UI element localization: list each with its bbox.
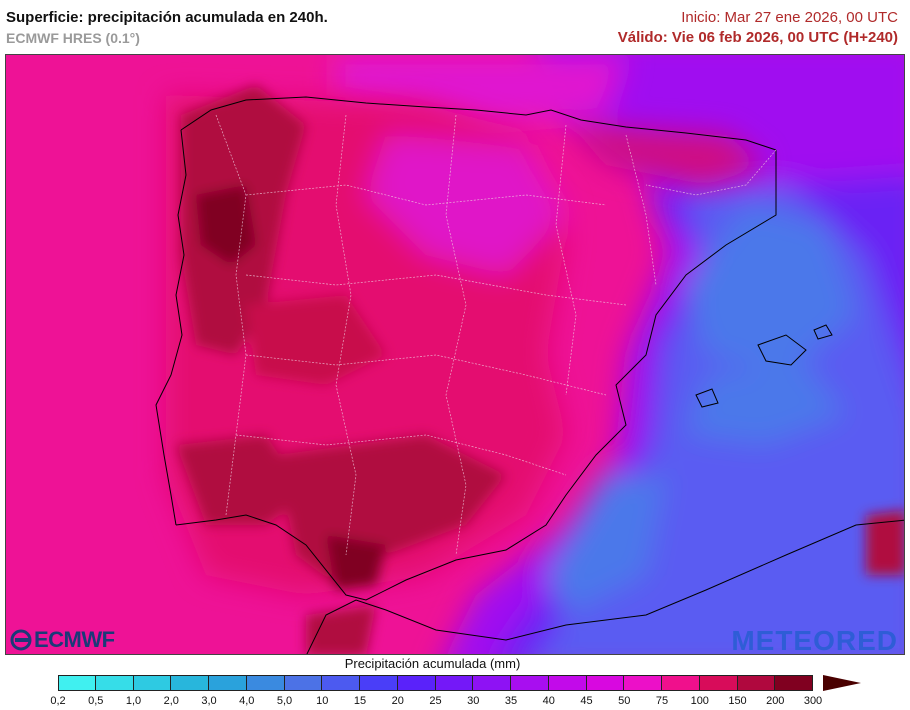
legend-swatch xyxy=(133,675,172,691)
legend-swatch xyxy=(246,675,285,691)
mallorca-outline xyxy=(757,334,807,366)
legend-tick-label: 75 xyxy=(655,695,669,707)
precip-field-centro-oeste xyxy=(246,295,386,385)
ecmwf-logo-text: ECMWF xyxy=(34,627,115,652)
coastlines xyxy=(155,96,904,654)
map-canvas xyxy=(6,55,904,654)
legend-title: Precipitación acumulada (mm) xyxy=(344,656,521,671)
valid-time: Válido: Vie 06 feb 2026, 00 UTC (H+240) xyxy=(617,29,898,46)
map-title: Superficie: precipitación acumulada en 2… xyxy=(6,9,328,26)
west-coastline xyxy=(155,129,187,526)
model-label: ECMWF HRES (0.1°) xyxy=(6,30,140,46)
spain-portugal-border xyxy=(215,114,247,516)
precip-field-lightblue-baleares xyxy=(686,365,846,445)
legend-swatch xyxy=(95,675,134,691)
meteored-logo: METEORED xyxy=(731,625,898,655)
legend-tick-label: 5,0 xyxy=(276,695,293,707)
legend-swatch xyxy=(699,675,738,691)
legend-tick-label: 150 xyxy=(728,695,747,707)
header-left: Superficie: precipitación acumulada en 2… xyxy=(6,8,328,48)
border-line-5 xyxy=(335,114,357,556)
legend-tick-label: 15 xyxy=(353,695,367,707)
legend-swatch xyxy=(397,675,436,691)
precip-field-marruecos-norte xyxy=(306,605,376,654)
legend-tick-label: 0,5 xyxy=(88,695,104,707)
border-line-8 xyxy=(625,134,657,286)
legend-scale xyxy=(58,675,813,691)
north-coastline xyxy=(180,96,777,151)
legend-tick-label: 4,0 xyxy=(239,695,255,707)
legend-swatch xyxy=(209,675,247,691)
legend-ticks: 0,2 0,5 1,0 2,0 3,0 4,0 5,0 10 15 20 25 30 35 40 45 50 7… xyxy=(0,695,910,709)
legend-tick-label: 300 xyxy=(803,695,823,707)
legend-swatch xyxy=(473,675,511,691)
border-line-2 xyxy=(245,274,627,306)
legend-swatch xyxy=(662,675,700,691)
legend-tick-label: 2,0 xyxy=(163,695,179,707)
legend-arrow xyxy=(823,675,861,691)
border-line-1 xyxy=(245,184,607,206)
legend-swatch xyxy=(322,675,360,691)
precip-field-cadiz-max xyxy=(326,535,386,590)
ecmwf-logo: ECMWF xyxy=(10,627,115,653)
legend-tick-label: 35 xyxy=(504,695,518,707)
legend-tick-label: 30 xyxy=(467,695,480,707)
precip-field-north-interior xyxy=(366,135,566,275)
border-line-4 xyxy=(235,434,567,476)
precip-field-north-sea xyxy=(336,55,626,125)
precipitation-map[interactable]: ECMWF METEORED xyxy=(5,54,905,655)
legend-swatch xyxy=(360,675,398,691)
legend-swatch xyxy=(171,675,209,691)
ibiza-outline xyxy=(695,388,719,408)
precip-field-lightblue-se xyxy=(546,475,666,615)
region-borders xyxy=(215,114,777,556)
legend-swatch xyxy=(737,675,776,691)
color-legend: Precipitación acumulada (mm) 0,2 0,5 1,0 2,… xyxy=(0,655,910,710)
legend-swatch xyxy=(58,675,96,691)
border-line-6 xyxy=(445,114,467,556)
precip-field-algarve xyxy=(176,435,306,525)
legend-swatch xyxy=(624,675,662,691)
legend-tick-label: 1,0 xyxy=(125,695,142,707)
legend-tick-label: 40 xyxy=(542,695,555,707)
legend-swatch xyxy=(511,675,549,691)
legend-tick-label: 200 xyxy=(766,695,785,707)
legend-tick-label: 100 xyxy=(690,695,709,707)
east-coastline xyxy=(175,150,777,601)
menorca-outline xyxy=(813,324,833,340)
legend-swatch xyxy=(775,675,813,691)
border-line-3 xyxy=(245,354,607,396)
start-time: Inicio: Mar 27 ene 2026, 00 UTC xyxy=(681,9,898,26)
legend-tick-label: 20 xyxy=(391,695,404,707)
precip-field-lightblue-ne xyxy=(686,205,856,375)
precip-field-pyrenees xyxy=(566,125,766,185)
precip-field-galicia-max xyxy=(196,185,256,265)
legend-tick-label: 45 xyxy=(580,695,593,707)
africa-coastline xyxy=(306,519,904,654)
border-line-7 xyxy=(555,124,577,396)
legend-tick-label: 25 xyxy=(429,695,442,707)
legend-swatch xyxy=(284,675,323,691)
legend-swatch xyxy=(435,675,474,691)
legend-tick-label: 0,2 xyxy=(50,695,66,707)
legend-tick-label: 50 xyxy=(618,695,631,707)
legend-tick-label: 10 xyxy=(316,695,329,707)
legend-swatch xyxy=(586,675,625,691)
ecmwf-icon xyxy=(10,629,32,651)
precip-field-argelia xyxy=(866,510,904,575)
legend-tick-label: 3,0 xyxy=(201,695,217,707)
header-right: Inicio: Mar 27 ene 2026, 00 UTC Válido: … xyxy=(618,8,898,48)
legend-swatch xyxy=(548,675,587,691)
france-spain-border xyxy=(645,149,777,196)
